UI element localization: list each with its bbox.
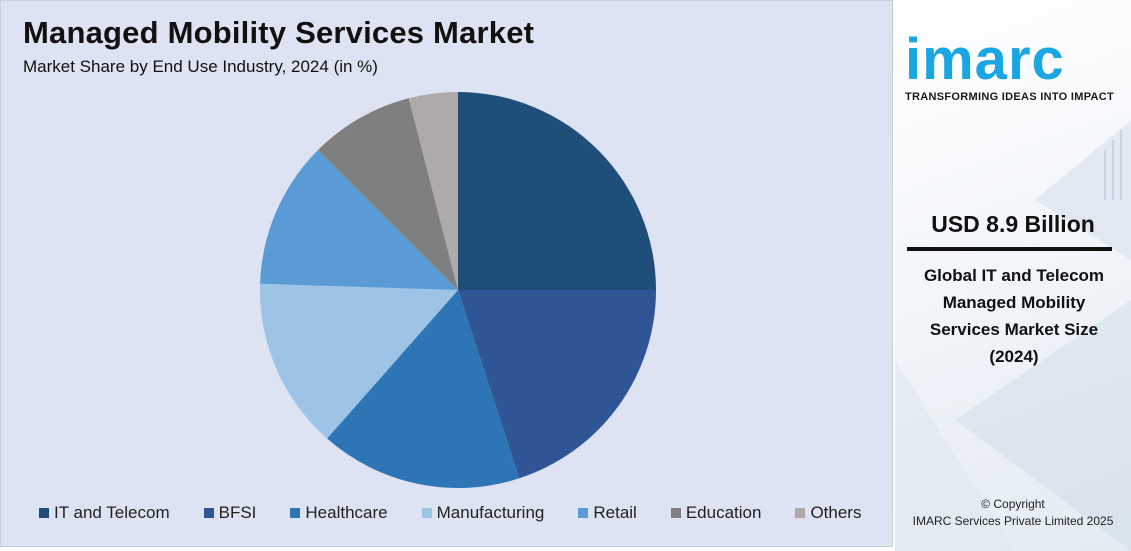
legend-item: Manufacturing (421, 503, 545, 523)
chart-title: Managed Mobility Services Market (23, 15, 535, 50)
legend-swatch (670, 508, 681, 518)
legend-swatch (795, 508, 806, 518)
legend-swatch (578, 508, 589, 518)
imarc-logo: imarc (905, 27, 1065, 92)
pie-slice-it-and-telecom (458, 92, 656, 290)
brand-tagline: TRANSFORMING IDEAS INTO IMPACT (905, 91, 1115, 103)
legend-swatch (290, 508, 301, 518)
legend-label: Healthcare (305, 503, 388, 522)
market-size-value: USD 8.9 Billion (931, 211, 1095, 237)
legend-item: Healthcare (290, 503, 388, 523)
copyright-line: © Copyright (981, 497, 1045, 511)
legend-swatch (39, 508, 49, 518)
pie-slice-manufacturing (260, 283, 458, 439)
caption-line: Managed Mobility (942, 293, 1086, 312)
copyright: © Copyright IMARC Services Private Limit… (895, 496, 1131, 530)
caption-line: Services Market Size (929, 320, 1099, 339)
legend-label: Manufacturing (436, 503, 545, 522)
pie-slice-retail (260, 149, 458, 290)
caption-line: (2024) (989, 347, 1039, 366)
chart-legend: IT and Telecom BFSI Healthcare Manufacturin… (39, 502, 861, 524)
legend-swatch (203, 508, 214, 518)
caption-line: Global IT and Telecom (923, 266, 1105, 285)
legend-swatch (421, 508, 432, 518)
pie-slice-others (408, 92, 458, 290)
pie-slice-healthcare (327, 290, 520, 489)
copyright-line: IMARC Services Private Limited 2025 (912, 514, 1114, 528)
legend-label: IT and Telecom (54, 503, 170, 522)
legend-label: BFSI (218, 503, 257, 522)
brand-panel: imarc TRANSFORMING IDEAS INTO IMPACT USD… (895, 0, 1131, 551)
pie-slice-education (317, 98, 458, 290)
legend-item: IT and Telecom (39, 503, 170, 523)
legend-label: Education (685, 503, 762, 522)
legend-item: Others (795, 503, 861, 523)
legend-item: BFSI (203, 503, 257, 523)
divider (907, 247, 1112, 251)
pie-slice-bfsi (458, 290, 657, 479)
legend-item: Education (670, 503, 762, 523)
chart-panel: Managed Mobility Services Market Market … (0, 0, 893, 547)
legend-label: Retail (593, 503, 637, 522)
pie-chart (260, 92, 657, 489)
legend-label: Others (810, 503, 862, 522)
chart-subtitle: Market Share by End Use Industry, 2024 (… (23, 57, 378, 76)
background-graphic (895, 120, 1131, 551)
market-size-caption: Global IT and Telecom Managed Mobility S… (903, 262, 1125, 370)
legend-item: Retail (578, 503, 637, 523)
